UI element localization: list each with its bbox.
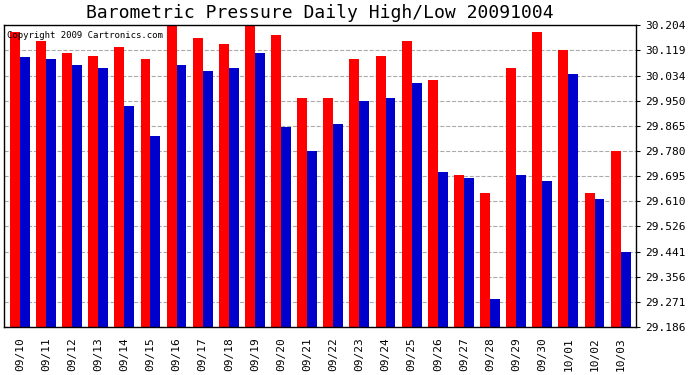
Bar bbox=[464, 178, 474, 327]
Bar bbox=[386, 98, 395, 327]
Bar bbox=[324, 98, 333, 327]
Bar bbox=[558, 50, 569, 327]
Bar bbox=[141, 59, 150, 327]
Bar bbox=[454, 175, 464, 327]
Bar bbox=[255, 53, 265, 327]
Bar bbox=[177, 65, 186, 327]
Bar bbox=[584, 193, 595, 327]
Bar bbox=[150, 136, 160, 327]
Bar bbox=[428, 80, 437, 327]
Bar bbox=[219, 44, 229, 327]
Title: Barometric Pressure Daily High/Low 20091004: Barometric Pressure Daily High/Low 20091… bbox=[86, 4, 554, 22]
Bar bbox=[506, 68, 516, 327]
Bar bbox=[20, 57, 30, 327]
Bar bbox=[271, 35, 281, 327]
Bar bbox=[569, 74, 578, 327]
Bar bbox=[359, 100, 369, 327]
Bar bbox=[402, 41, 412, 327]
Bar bbox=[542, 181, 552, 327]
Bar bbox=[62, 53, 72, 327]
Bar bbox=[229, 68, 239, 327]
Bar bbox=[245, 25, 255, 327]
Bar bbox=[437, 172, 448, 327]
Bar bbox=[350, 59, 359, 327]
Text: Copyright 2009 Cartronics.com: Copyright 2009 Cartronics.com bbox=[8, 31, 164, 40]
Bar bbox=[203, 71, 213, 327]
Bar bbox=[516, 175, 526, 327]
Bar bbox=[611, 151, 620, 327]
Bar bbox=[124, 106, 135, 327]
Bar bbox=[297, 98, 307, 327]
Bar bbox=[595, 198, 604, 327]
Bar bbox=[490, 300, 500, 327]
Bar bbox=[620, 252, 631, 327]
Bar bbox=[193, 38, 203, 327]
Bar bbox=[36, 41, 46, 327]
Bar bbox=[533, 32, 542, 327]
Bar bbox=[333, 124, 343, 327]
Bar bbox=[307, 151, 317, 327]
Bar bbox=[98, 68, 108, 327]
Bar bbox=[72, 65, 82, 327]
Bar bbox=[375, 56, 386, 327]
Bar bbox=[480, 193, 490, 327]
Bar bbox=[412, 83, 422, 327]
Bar bbox=[167, 26, 177, 327]
Bar bbox=[115, 47, 124, 327]
Bar bbox=[281, 127, 291, 327]
Bar bbox=[10, 32, 20, 327]
Bar bbox=[88, 56, 98, 327]
Bar bbox=[46, 59, 56, 327]
